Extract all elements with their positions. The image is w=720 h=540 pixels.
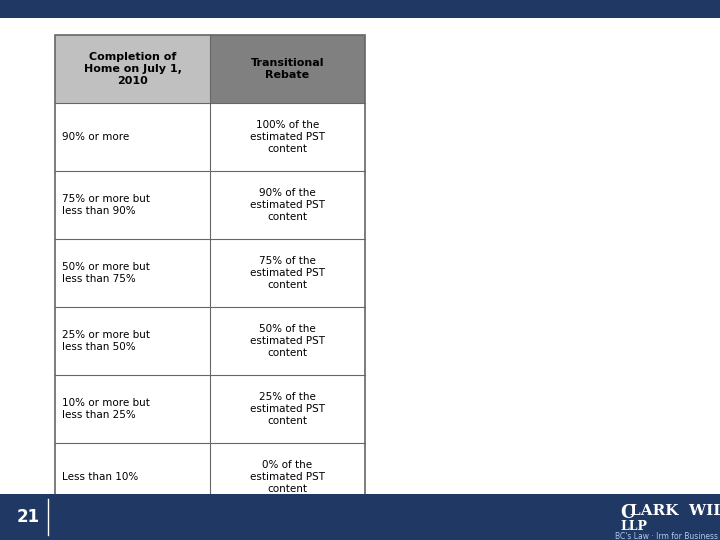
Bar [55, 375, 365, 443]
Text: Less than 10%: Less than 10% [62, 472, 138, 482]
Bar [210, 35, 365, 103]
Bar [55, 443, 365, 511]
Text: 50% of the
estimated PST
content: 50% of the estimated PST content [250, 325, 325, 357]
Bar [0, 494, 720, 540]
Text: 100% of the
estimated PST
content: 100% of the estimated PST content [250, 120, 325, 153]
Text: 90% of the
estimated PST
content: 90% of the estimated PST content [250, 188, 325, 221]
Text: 25% or more but
less than 50%: 25% or more but less than 50% [62, 330, 150, 352]
Text: 25% of the
estimated PST
content: 25% of the estimated PST content [250, 393, 325, 426]
Text: 0% of the
estimated PST
content: 0% of the estimated PST content [250, 461, 325, 494]
Bar [55, 307, 365, 375]
Text: 10% or more but
less than 25%: 10% or more but less than 25% [62, 398, 150, 420]
Bar [55, 35, 365, 511]
Bar [0, 0, 720, 18]
Text: 75% or more but
less than 90%: 75% or more but less than 90% [62, 194, 150, 216]
Bar [55, 35, 210, 103]
Bar [55, 103, 365, 171]
Text: BC's Law · lrm for Business: BC's Law · lrm for Business [615, 532, 718, 540]
Text: LARK  WILSON: LARK WILSON [630, 504, 720, 518]
Bar [55, 171, 365, 239]
Text: Completion of
Home on July 1,
2010: Completion of Home on July 1, 2010 [84, 52, 181, 86]
Text: 90% or more: 90% or more [62, 132, 130, 142]
Text: 21: 21 [17, 508, 40, 526]
Text: 50% or more but
less than 75%: 50% or more but less than 75% [62, 262, 150, 284]
Bar [55, 239, 365, 307]
Text: Transitional
Rebate: Transitional Rebate [251, 58, 324, 80]
Text: 75% of the
estimated PST
content: 75% of the estimated PST content [250, 256, 325, 289]
Text: C: C [620, 504, 634, 522]
Text: LLP: LLP [620, 520, 647, 533]
